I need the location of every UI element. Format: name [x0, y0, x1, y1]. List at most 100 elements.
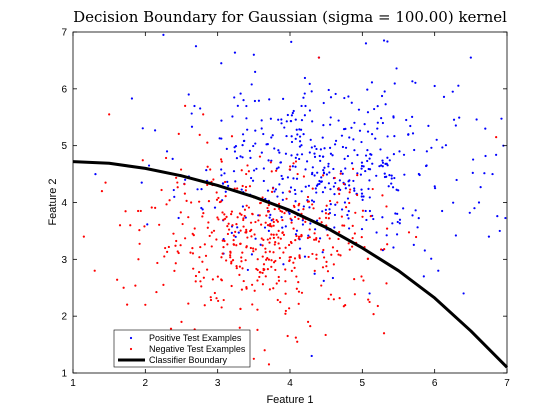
- negative-point: [324, 212, 328, 215]
- negative-point: [244, 259, 247, 262]
- positive-point: [441, 209, 444, 213]
- negative-point: [288, 190, 291, 193]
- positive-point: [391, 222, 394, 225]
- positive-point: [353, 121, 356, 124]
- negative-point: [242, 217, 245, 220]
- negative-point: [277, 275, 280, 279]
- positive-point: [225, 147, 228, 150]
- positive-point: [350, 101, 353, 104]
- positive-point: [477, 201, 481, 204]
- negative-point: [274, 241, 277, 244]
- negative-point: [198, 133, 201, 136]
- positive-point: [376, 127, 379, 130]
- positive-point: [200, 188, 203, 191]
- negative-point: [247, 206, 251, 209]
- positive-point: [318, 154, 321, 158]
- positive-point: [262, 179, 265, 183]
- positive-point: [381, 121, 384, 125]
- positive-point: [340, 134, 344, 137]
- negative-point: [273, 243, 276, 246]
- positive-point: [386, 135, 389, 138]
- positive-point: [267, 159, 270, 162]
- negative-point: [187, 216, 190, 219]
- negative-point: [284, 246, 287, 249]
- negative-point: [221, 252, 224, 255]
- positive-point: [298, 128, 301, 131]
- negative-point: [294, 160, 298, 163]
- positive-point: [249, 156, 252, 159]
- positive-point: [374, 137, 377, 140]
- positive-point: [364, 169, 367, 173]
- negative-point: [337, 253, 340, 256]
- negative-point: [267, 258, 271, 261]
- negative-point: [238, 265, 241, 268]
- positive-point: [455, 178, 458, 182]
- negative-point: [104, 181, 107, 184]
- positive-point: [454, 124, 457, 127]
- negative-point: [242, 279, 245, 283]
- positive-point: [360, 140, 363, 144]
- negative-point: [154, 206, 157, 209]
- negative-point: [278, 207, 281, 210]
- negative-point: [284, 268, 287, 271]
- positive-point: [347, 217, 350, 220]
- negative-point: [236, 216, 239, 219]
- positive-point: [298, 135, 302, 138]
- negative-point: [216, 216, 219, 219]
- negative-point: [261, 255, 264, 258]
- positive-point: [227, 184, 230, 187]
- negative-point: [338, 297, 341, 300]
- negative-point: [230, 262, 233, 265]
- negative-point: [158, 223, 161, 226]
- positive-point: [281, 177, 284, 180]
- positive-point: [284, 225, 287, 228]
- negative-point: [279, 209, 282, 212]
- positive-point: [266, 189, 270, 192]
- negative-point: [246, 236, 249, 239]
- positive-point: [314, 228, 317, 231]
- negative-point: [345, 206, 348, 209]
- positive-point: [244, 216, 247, 219]
- negative-point: [183, 192, 186, 195]
- positive-point: [304, 168, 307, 171]
- negative-point: [297, 302, 300, 305]
- positive-point: [312, 200, 316, 203]
- negative-point: [267, 363, 271, 366]
- negative-point: [202, 212, 205, 215]
- negative-point: [266, 238, 269, 241]
- negative-point: [285, 197, 288, 200]
- positive-point: [199, 107, 202, 110]
- negative-point: [266, 223, 270, 227]
- positive-point: [291, 111, 294, 115]
- negative-point: [292, 162, 295, 165]
- positive-point: [284, 152, 288, 155]
- positive-point: [296, 153, 299, 156]
- positive-point: [362, 195, 365, 198]
- positive-point: [280, 118, 283, 121]
- positive-point: [373, 107, 376, 111]
- positive-point: [346, 213, 349, 217]
- positive-point: [412, 243, 415, 246]
- negative-point: [262, 238, 265, 241]
- positive-point: [294, 233, 298, 236]
- positive-point: [298, 157, 301, 161]
- negative-point: [348, 248, 351, 251]
- positive-point: [413, 148, 416, 152]
- negative-point: [324, 216, 328, 219]
- negative-point: [269, 161, 272, 164]
- negative-point: [279, 237, 282, 240]
- positive-point: [304, 104, 307, 108]
- positive-point: [384, 162, 387, 165]
- negative-point: [179, 244, 182, 247]
- negative-point: [315, 253, 318, 256]
- positive-point: [254, 142, 257, 145]
- positive-point: [352, 138, 355, 141]
- negative-point: [327, 212, 330, 216]
- negative-point: [268, 241, 271, 244]
- positive-point: [320, 180, 323, 183]
- positive-point: [328, 146, 332, 150]
- positive-point: [290, 40, 293, 44]
- negative-point: [495, 136, 498, 139]
- positive-point: [357, 108, 361, 111]
- positive-point: [282, 97, 285, 100]
